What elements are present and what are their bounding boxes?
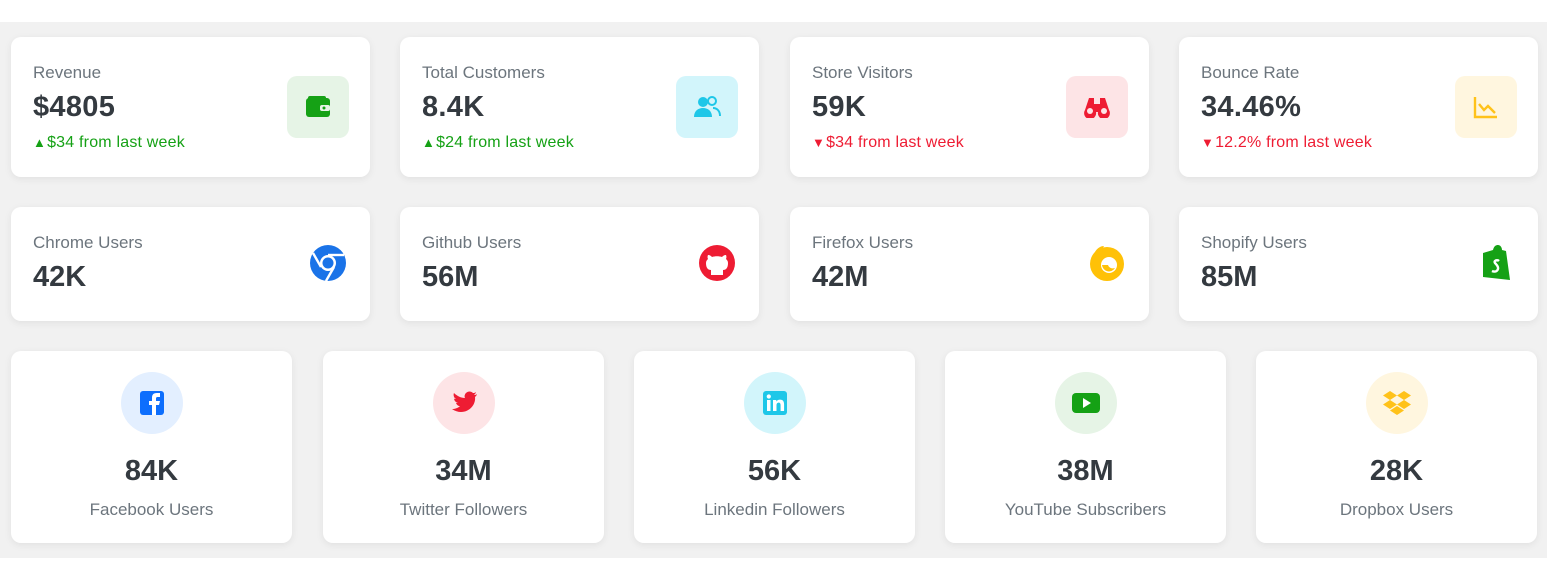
binoculars-icon [1066, 76, 1128, 138]
stat-label: Total Customers [422, 63, 545, 82]
facebook-icon [120, 372, 183, 434]
chart-line-icon [1455, 76, 1517, 138]
user-label: Firefox Users [812, 233, 914, 252]
stat-label: Bounce Rate [1201, 63, 1300, 82]
firefox-icon [1087, 243, 1127, 283]
linkedin-followers-card: 56K Linkedin Followers [634, 351, 915, 543]
trend-down-icon: ▼ [1201, 135, 1215, 150]
dropbox-icon [1365, 372, 1428, 434]
stat-label: Store Visitors [812, 63, 913, 82]
social-label: Facebook Users [89, 500, 214, 519]
user-value: 85M [1201, 261, 1258, 293]
youtube-icon [1054, 372, 1117, 434]
shopify-users-card: Shopify Users 85M [1179, 207, 1538, 321]
social-value: 56K [747, 455, 802, 487]
facebook-users-card: 84K Facebook Users [11, 351, 292, 543]
social-label: Dropbox Users [1339, 500, 1454, 519]
chrome-icon [308, 243, 348, 283]
social-value: 28K [1369, 455, 1424, 487]
social-label: Linkedin Followers [704, 500, 845, 519]
users-icon [676, 76, 738, 138]
firefox-users-card: Firefox Users 42M [790, 207, 1149, 321]
user-label: Github Users [422, 233, 522, 252]
stat-label: Revenue [33, 63, 102, 82]
shopify-icon [1476, 243, 1516, 283]
trend-text: $34 from last week [47, 134, 185, 151]
social-value: 38M [1057, 455, 1114, 487]
dropbox-users-card: 28K Dropbox Users [1256, 351, 1537, 543]
social-label: Twitter Followers [399, 500, 528, 519]
user-label: Shopify Users [1201, 233, 1307, 252]
twitter-followers-card: 34M Twitter Followers [323, 351, 604, 543]
stat-trend: ▼$34 from last week [812, 134, 964, 152]
total-customers-card: Total Customers 8.4K ▲$24 from last week [400, 37, 759, 177]
user-value: 56M [422, 261, 479, 293]
social-value: 84K [124, 455, 179, 487]
revenue-card: Revenue $4805 ▲$34 from last week [11, 37, 370, 177]
github-users-card: Github Users 56M [400, 207, 759, 321]
stat-value: 34.46% [1201, 91, 1302, 123]
trend-down-icon: ▼ [812, 135, 826, 150]
bounce-rate-card: Bounce Rate 34.46% ▼12.2% from last week [1179, 37, 1538, 177]
stat-value: $4805 [33, 91, 116, 123]
stat-value: 8.4K [422, 91, 485, 123]
user-value: 42K [33, 261, 87, 293]
user-label: Chrome Users [33, 233, 143, 252]
stat-value: 59K [812, 91, 867, 123]
social-label: YouTube Subscribers [1004, 500, 1167, 519]
chrome-users-card: Chrome Users 42K [11, 207, 370, 321]
store-visitors-card: Store Visitors 59K ▼$34 from last week [790, 37, 1149, 177]
trend-text: $34 from last week [826, 134, 964, 151]
stat-trend: ▼12.2% from last week [1201, 134, 1372, 152]
trend-text: 12.2% from last week [1215, 134, 1373, 151]
trend-up-icon: ▲ [422, 135, 436, 150]
linkedin-icon [743, 372, 806, 434]
youtube-subscribers-card: 38M YouTube Subscribers [945, 351, 1226, 543]
user-value: 42M [812, 261, 869, 293]
github-icon [697, 243, 737, 283]
trend-up-icon: ▲ [33, 135, 47, 150]
stat-trend: ▲$34 from last week [33, 134, 185, 152]
social-value: 34M [435, 455, 492, 487]
wallet-icon [287, 76, 349, 138]
trend-text: $24 from last week [436, 134, 574, 151]
twitter-icon [432, 372, 495, 434]
stat-trend: ▲$24 from last week [422, 134, 574, 152]
